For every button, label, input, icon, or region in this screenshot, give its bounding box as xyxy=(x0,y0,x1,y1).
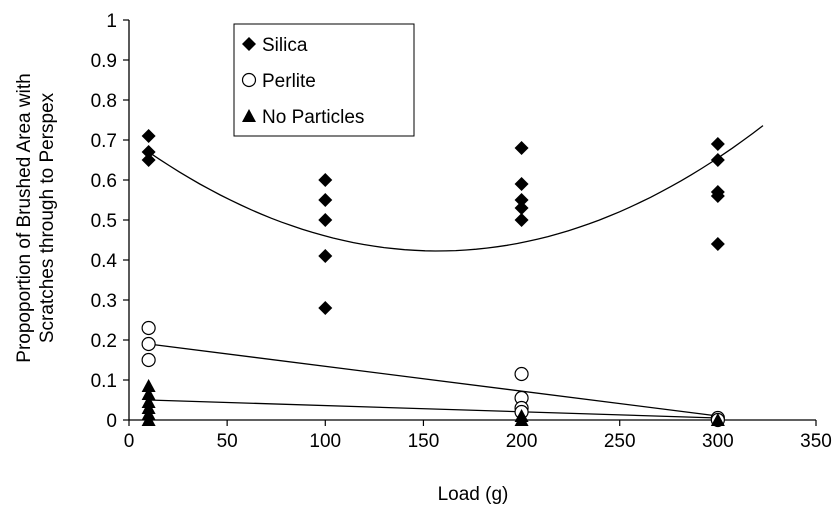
point-silica xyxy=(514,201,529,215)
point-silica xyxy=(318,213,333,227)
y-tick-label: 0.3 xyxy=(91,291,117,312)
point-no-particles xyxy=(141,379,156,392)
legend-label-no-particles: No Particles xyxy=(262,107,364,128)
y-axis-title: Propoportion of Brushed Area with Scratc… xyxy=(14,73,58,362)
point-silica xyxy=(514,177,529,191)
x-tick-label: 100 xyxy=(309,431,341,452)
y-tick-label: 0.4 xyxy=(91,251,118,272)
point-perlite xyxy=(514,366,529,382)
point-no-particles xyxy=(514,413,529,426)
point-silica xyxy=(710,153,725,167)
y-tick-label: 0.1 xyxy=(91,371,117,392)
data-points xyxy=(141,129,725,428)
point-silica xyxy=(141,129,156,143)
y-tick-label: 0.2 xyxy=(91,331,117,352)
y-axis-title-line-2: Scratches through to Perspex xyxy=(37,92,58,343)
point-silica xyxy=(514,213,529,227)
point-silica xyxy=(514,141,529,155)
y-tick-label: 1 xyxy=(106,11,117,32)
trend-line-silica xyxy=(148,125,764,252)
point-silica xyxy=(141,153,156,167)
legend-item-perlite: Perlite xyxy=(241,71,316,92)
x-tick-label: 50 xyxy=(217,431,238,452)
point-silica xyxy=(318,249,333,263)
point-silica xyxy=(318,173,333,187)
point-silica xyxy=(141,145,156,159)
point-perlite xyxy=(141,320,156,336)
axes xyxy=(123,19,817,426)
legend-item-silica: Silica xyxy=(242,35,308,56)
x-tick-label: 0 xyxy=(124,431,135,452)
x-tick-label: 300 xyxy=(702,431,734,452)
point-silica xyxy=(318,193,333,207)
legend-box xyxy=(233,23,415,137)
legend-label-silica: Silica xyxy=(262,35,308,56)
point-silica xyxy=(514,193,529,207)
y-tick-label: 0.8 xyxy=(91,91,117,112)
y-tick-label: 0.7 xyxy=(91,131,117,152)
legend-diamond-icon xyxy=(242,37,256,51)
tick-labels: 0 0.1 0.2 0.3 0.4 0.5 0.6 0.7 0.8 0.9 1 0 50 100 150 20… xyxy=(91,11,832,452)
y-tick-label: 0.9 xyxy=(91,51,117,72)
trend-line-perlite xyxy=(148,343,718,417)
y-tick-label: 0 xyxy=(106,411,117,432)
legend-circle-icon xyxy=(241,72,257,88)
point-silica xyxy=(318,301,333,315)
point-perlite xyxy=(141,336,156,352)
legend-label-perlite: Perlite xyxy=(262,71,316,92)
legend-item-no-particles: No Particles xyxy=(242,107,364,128)
point-silica xyxy=(710,237,725,251)
point-silica xyxy=(710,189,725,203)
point-no-particles xyxy=(710,413,725,426)
y-axis-title-line-1: Propoportion of Brushed Area with xyxy=(14,73,35,362)
y-tick-label: 0.5 xyxy=(91,211,117,232)
x-axis-title: Load (g) xyxy=(438,484,509,505)
trend-line-no-particles xyxy=(148,399,718,419)
y-tick-label: 0.6 xyxy=(91,171,117,192)
point-no-particles xyxy=(141,387,156,400)
x-tick-label: 150 xyxy=(408,431,440,452)
point-perlite xyxy=(141,352,156,368)
x-tick-label: 350 xyxy=(800,431,832,452)
x-tick-label: 250 xyxy=(604,431,636,452)
legend-triangle-icon xyxy=(242,109,256,122)
point-silica xyxy=(710,137,725,151)
x-tick-label: 200 xyxy=(506,431,538,452)
trend-lines xyxy=(148,125,764,419)
legend: Silica Perlite No Particles xyxy=(233,23,415,137)
point-no-particles xyxy=(141,413,156,426)
